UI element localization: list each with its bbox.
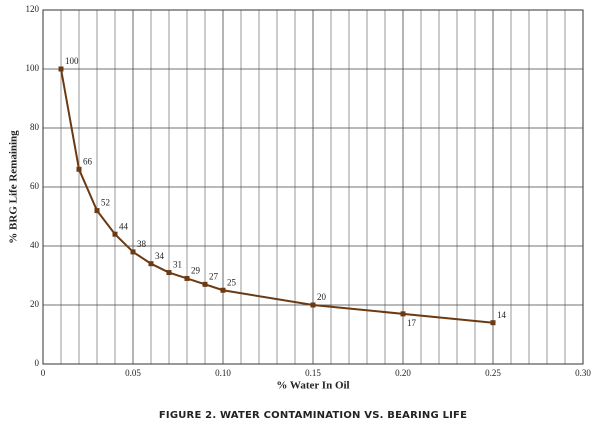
- y-tick-label: 40: [30, 240, 40, 250]
- x-tick-label: 0.20: [395, 368, 411, 378]
- data-point: [400, 311, 406, 317]
- data-label: 66: [83, 156, 93, 166]
- data-label: 29: [191, 266, 201, 276]
- x-axis-title: % Water In Oil: [276, 380, 349, 392]
- data-point: [76, 166, 82, 172]
- y-tick-label: 80: [30, 122, 40, 132]
- y-tick-label: 20: [30, 299, 40, 309]
- data-label: 25: [227, 277, 237, 287]
- y-tick-label: 120: [26, 4, 40, 14]
- data-point: [112, 231, 118, 237]
- x-tick-label: 0: [41, 368, 46, 378]
- data-label: 100: [65, 56, 79, 66]
- y-axis-title: % BRG Life Remaining: [8, 130, 20, 244]
- data-point: [490, 320, 496, 326]
- data-point: [58, 66, 64, 72]
- data-label: 27: [209, 271, 219, 281]
- x-tick-label: 0.15: [305, 368, 321, 378]
- data-point: [310, 302, 316, 308]
- data-point: [148, 261, 154, 267]
- x-tick-label: 0.25: [485, 368, 501, 378]
- data-label: 34: [155, 251, 165, 261]
- data-label: 52: [101, 198, 110, 208]
- y-tick-label: 0: [35, 358, 40, 368]
- data-point: [184, 275, 190, 281]
- data-label: 38: [137, 239, 147, 249]
- x-tick-label: 0.30: [575, 368, 591, 378]
- data-point: [220, 287, 226, 293]
- data-label: 31: [173, 260, 182, 270]
- x-tick-label: 0.10: [215, 368, 231, 378]
- y-tick-label: 60: [30, 181, 40, 191]
- y-tick-label: 100: [26, 63, 40, 73]
- data-label: 44: [119, 221, 129, 231]
- chart-title: FIGURE 2. WATER CONTAMINATION VS. BEARIN…: [159, 410, 467, 421]
- plot-frame: [42, 9, 584, 365]
- x-tick-label: 0.05: [125, 368, 141, 378]
- data-point: [130, 249, 136, 255]
- data-point: [202, 281, 208, 287]
- data-label: 17: [407, 318, 417, 328]
- data-point: [94, 208, 100, 214]
- data-label: 20: [317, 292, 327, 302]
- data-label: 14: [497, 310, 507, 320]
- data-point: [166, 270, 172, 276]
